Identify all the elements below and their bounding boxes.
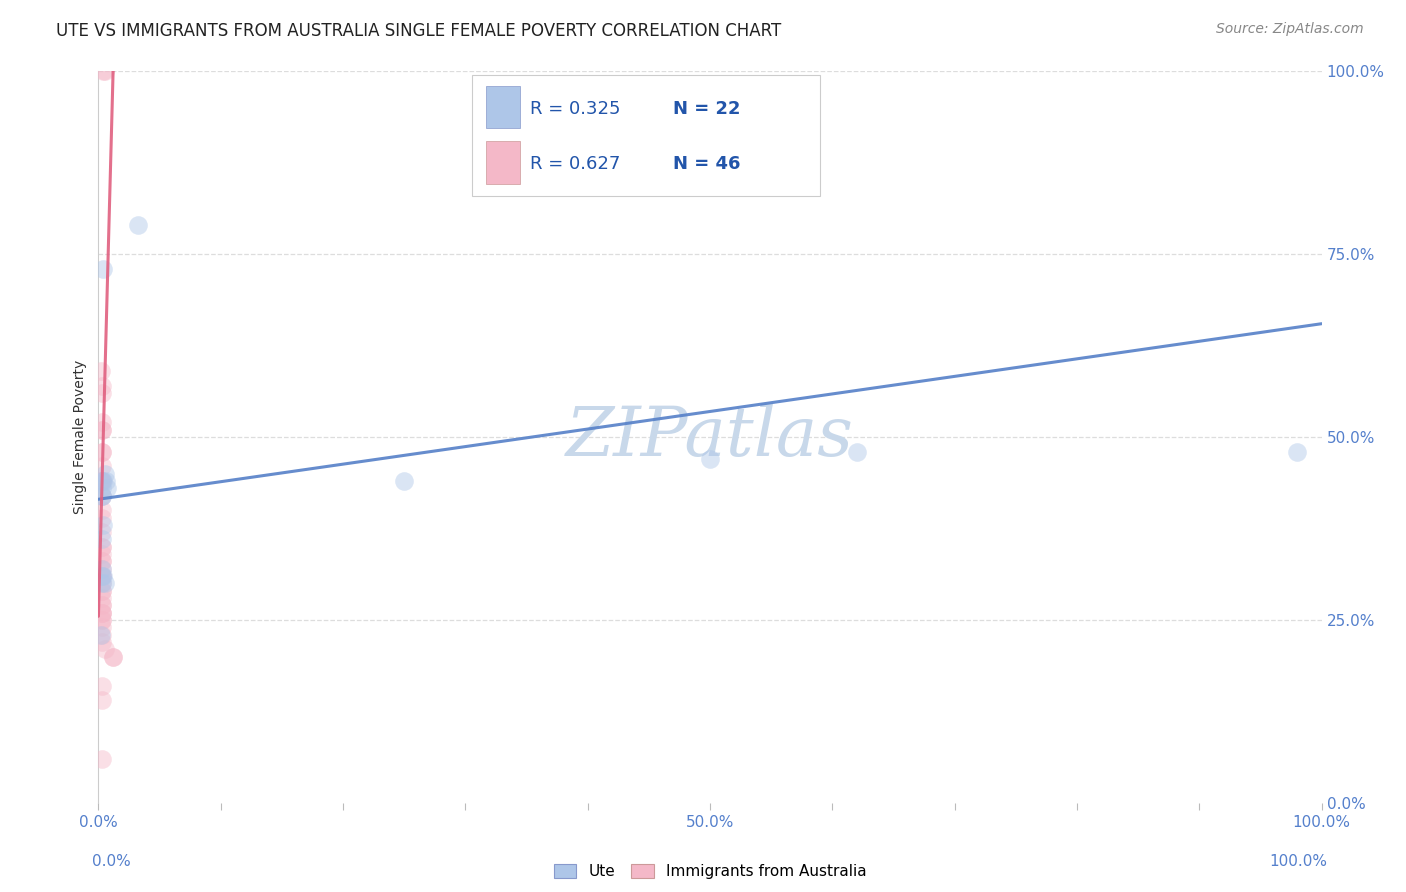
Point [101, 649, 124, 664]
Point [90, 627, 112, 641]
Point [91, 489, 114, 503]
Point [91, 489, 114, 503]
Point [91, 554, 114, 568]
Point [699, 452, 721, 467]
Point [91, 576, 114, 591]
Legend: Ute, Immigrants from Australia: Ute, Immigrants from Australia [554, 864, 866, 880]
Point [91, 569, 114, 583]
Point [90, 474, 112, 488]
Text: 100.0%: 100.0% [1270, 854, 1327, 869]
Point [91, 444, 114, 458]
Point [91, 613, 114, 627]
Point [91, 693, 114, 707]
Point [91, 583, 114, 598]
Point [91, 459, 114, 474]
Point [91, 474, 114, 488]
Point [91, 627, 114, 641]
Point [96, 481, 118, 495]
Point [91, 540, 114, 554]
Point [91, 474, 114, 488]
Point [101, 649, 124, 664]
Text: R = 0.325: R = 0.325 [530, 100, 620, 118]
Point [91, 606, 114, 620]
Point [91, 569, 114, 583]
Point [1286, 444, 1309, 458]
Point [91, 569, 114, 583]
Point [845, 444, 868, 458]
Point [392, 474, 416, 488]
Point [91, 591, 114, 605]
Point [91, 474, 114, 488]
Point [91, 423, 114, 437]
Point [90, 474, 112, 488]
Point [91, 576, 114, 591]
Point [91, 503, 114, 517]
Point [91, 583, 114, 598]
Point [91, 547, 114, 561]
Point [91, 606, 114, 620]
Point [91, 679, 114, 693]
Point [91, 620, 114, 634]
Point [91, 444, 114, 458]
Bar [486, 141, 520, 184]
FancyBboxPatch shape [471, 75, 820, 195]
Point [91, 569, 114, 583]
Point [91, 599, 114, 613]
Point [91, 416, 114, 430]
Point [91, 752, 114, 766]
Text: N = 22: N = 22 [673, 100, 741, 118]
Point [91, 386, 114, 401]
Point [91, 423, 114, 437]
Point [91, 510, 114, 524]
Point [93, 576, 115, 591]
Point [91, 562, 114, 576]
Text: Source: ZipAtlas.com: Source: ZipAtlas.com [1216, 22, 1364, 37]
Text: 0.0%: 0.0% [93, 854, 131, 869]
Y-axis label: Single Female Poverty: Single Female Poverty [73, 360, 87, 514]
Point [91, 261, 114, 276]
Text: ZIPatlas: ZIPatlas [567, 404, 853, 470]
Point [91, 554, 114, 568]
Point [91, 562, 114, 576]
Point [93, 467, 115, 481]
Point [91, 613, 114, 627]
Point [91, 489, 114, 503]
Point [93, 642, 115, 657]
Point [91, 606, 114, 620]
Point [93, 64, 115, 78]
Point [91, 540, 114, 554]
Point [91, 379, 114, 393]
Point [94, 474, 117, 488]
Point [91, 599, 114, 613]
Text: UTE VS IMMIGRANTS FROM AUSTRALIA SINGLE FEMALE POVERTY CORRELATION CHART: UTE VS IMMIGRANTS FROM AUSTRALIA SINGLE … [56, 22, 782, 40]
Point [91, 635, 114, 649]
Point [91, 525, 114, 540]
Text: N = 46: N = 46 [673, 155, 741, 173]
Point [91, 533, 114, 547]
Bar [486, 86, 520, 128]
Point [91, 64, 114, 78]
Point [127, 218, 149, 232]
Point [91, 517, 114, 532]
Point [91, 481, 114, 495]
Text: R = 0.627: R = 0.627 [530, 155, 620, 173]
Point [90, 364, 112, 378]
